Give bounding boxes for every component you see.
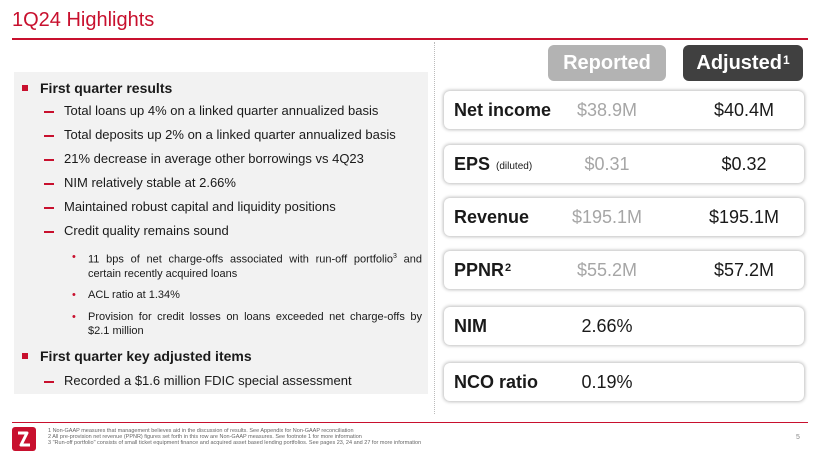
bullet-dot-icon: • bbox=[72, 289, 76, 301]
metric-row-nco-ratio: NCO ratio 0.19% bbox=[444, 363, 804, 401]
adjusted-value: $57.2M bbox=[713, 259, 775, 280]
dash-icon bbox=[44, 381, 54, 383]
bullet-square-icon bbox=[22, 85, 28, 91]
column-divider bbox=[434, 42, 435, 414]
reported-value: $195.1M bbox=[571, 206, 643, 227]
list-item: Maintained robust capital and liquidity … bbox=[44, 199, 336, 214]
company-logo bbox=[12, 427, 36, 451]
page-number: 5 bbox=[796, 434, 800, 441]
page-title: 1Q24 Highlights bbox=[12, 9, 155, 31]
metric-row-nim: NIM 2.66% bbox=[444, 307, 804, 345]
metric-label: Revenue bbox=[454, 206, 530, 227]
section-heading-results: First quarter results bbox=[22, 80, 172, 96]
highlights-panel: First quarter results Total loans up 4% … bbox=[14, 72, 428, 394]
list-item: Recorded a $1.6 million FDIC special ass… bbox=[44, 373, 352, 388]
section-heading-adjusted: First quarter key adjusted items bbox=[22, 348, 252, 364]
metric-label: NCO ratio bbox=[454, 371, 539, 392]
sub-list-item: • Provision for credit losses on loans e… bbox=[72, 311, 422, 337]
dash-icon bbox=[44, 207, 54, 209]
reported-column-header: Reported bbox=[548, 45, 666, 81]
metric-label: Net income bbox=[454, 99, 552, 120]
metric-label: NIM bbox=[454, 315, 487, 336]
adjusted-value: $0.32 bbox=[721, 153, 767, 174]
dash-icon bbox=[44, 159, 54, 161]
reported-value: $55.2M bbox=[576, 259, 638, 280]
reported-value: $38.9M bbox=[576, 99, 638, 120]
logo-mark-icon bbox=[18, 431, 30, 447]
footer-rule bbox=[12, 422, 808, 423]
adjusted-value: $195.1M bbox=[708, 206, 780, 227]
title-rule bbox=[12, 38, 808, 40]
list-item: NIM relatively stable at 2.66% bbox=[44, 175, 236, 190]
adjusted-column-header: Adjusted 1 bbox=[683, 45, 803, 81]
metric-row-net-income: Net income $38.9M $40.4M bbox=[444, 91, 804, 129]
reported-value: $0.31 bbox=[584, 153, 630, 174]
list-item: 21% decrease in average other borrowings… bbox=[44, 151, 364, 166]
list-item: Total deposits up 2% on a linked quarter… bbox=[44, 127, 396, 142]
footnote: 2 All pre-provision net revenue (PPNR) f… bbox=[48, 434, 362, 440]
sub-list-item: • ACL ratio at 1.34% bbox=[72, 289, 180, 301]
adjusted-value: $40.4M bbox=[713, 99, 775, 120]
dash-icon bbox=[44, 231, 54, 233]
dash-icon bbox=[44, 183, 54, 185]
dash-icon bbox=[44, 135, 54, 137]
list-item: Total loans up 4% on a linked quarter an… bbox=[44, 103, 378, 118]
metric-row-ppnr: PPNR 2 $55.2M $57.2M bbox=[444, 251, 804, 289]
footnote: 1 Non-GAAP measures that management beli… bbox=[48, 428, 354, 434]
bullet-dot-icon: • bbox=[72, 311, 76, 323]
metric-value: 0.19% bbox=[581, 371, 633, 392]
dash-icon bbox=[44, 111, 54, 113]
footnote: 3 "Run-off portfolio" consists of small … bbox=[48, 440, 422, 446]
metric-row-eps: EPS (diluted) $0.31 $0.32 bbox=[444, 145, 804, 183]
bullet-dot-icon: • bbox=[72, 251, 76, 263]
metric-label: EPS (diluted) bbox=[454, 153, 533, 174]
list-item: Credit quality remains sound bbox=[44, 223, 229, 238]
bullet-square-icon bbox=[22, 353, 28, 359]
metric-label: PPNR 2 bbox=[454, 259, 512, 280]
sub-list-item: • 11 bps of net charge-offs associated w… bbox=[72, 251, 422, 280]
metric-row-revenue: Revenue $195.1M $195.1M bbox=[444, 198, 804, 236]
metric-value: 2.66% bbox=[581, 315, 633, 336]
